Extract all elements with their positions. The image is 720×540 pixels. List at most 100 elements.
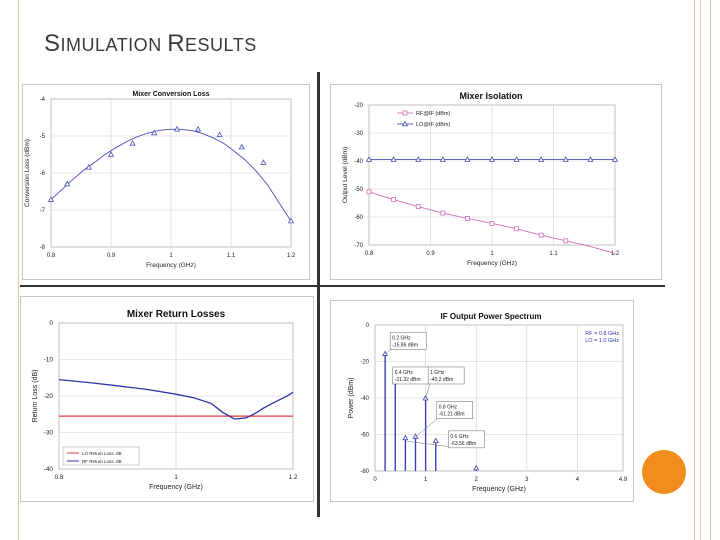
x-tick-label: 0.9	[107, 253, 116, 259]
data-point-triangle	[587, 156, 594, 162]
annotation-box	[389, 332, 427, 350]
data-point-triangle	[439, 156, 446, 162]
y-tick-label: -4	[40, 97, 46, 103]
annotation-freq: 0.6 GHz	[450, 434, 469, 440]
x-tick-label: 0.8	[54, 474, 63, 481]
legend-label: RF@IF (dBm)	[416, 111, 450, 117]
annotation-power: -63.56 dBm	[450, 441, 476, 447]
y-tick-label: -30	[354, 131, 363, 137]
annotation-power: -31.32 dBm	[395, 377, 421, 383]
annotation-box	[427, 366, 465, 385]
y-axis-label: Power (dBm)	[348, 378, 355, 419]
deco-line-right-2	[700, 0, 701, 540]
y-tick-label: -10	[44, 357, 54, 364]
data-point-square	[366, 189, 372, 195]
spectrum-marker	[382, 350, 389, 356]
y-tick-label: -20	[44, 393, 54, 400]
deco-line-right-1	[694, 0, 695, 540]
title-part-1: IMULATION	[60, 35, 168, 55]
legend-box	[62, 446, 140, 466]
slide-accent-circle	[642, 450, 686, 494]
x-tick-label: 0.9	[426, 251, 435, 257]
deco-line-right-3	[710, 0, 711, 540]
annotation-box	[448, 430, 485, 449]
data-point-triangle	[488, 156, 496, 162]
data-point-square	[514, 226, 520, 232]
data-point-triangle	[238, 143, 245, 150]
y-tick-label: -40	[44, 466, 54, 473]
annotation-power: -61.21 dBm	[439, 412, 465, 418]
data-point-triangle	[390, 156, 397, 162]
annotation-leader	[415, 417, 439, 437]
title-part-2: ESULTS	[185, 35, 257, 55]
y-tick-label: -50	[354, 187, 363, 193]
y-tick-label: -60	[360, 433, 369, 439]
data-point-triangle	[173, 125, 181, 132]
spectrum-legend-label: LO = 1.0 GHz	[585, 338, 619, 344]
y-axis-label: Output Level (dBm)	[342, 147, 349, 203]
data-point-triangle	[85, 164, 92, 170]
chart-spectrum-frame: 0 -20 -40 -60 -80 0 1 2 3 4 4.9 IF Output Power Spe…	[330, 300, 634, 502]
annotation-power: -40.2 dBm	[430, 377, 453, 383]
spectrum-marker	[432, 437, 439, 443]
annotation-freq: 0.4 GHz	[395, 370, 414, 376]
annotation-leader	[405, 440, 451, 448]
x-tick-label: 1.2	[287, 253, 296, 259]
y-axis-label: Return Loss (dB)	[32, 370, 39, 423]
data-point-square	[391, 197, 396, 203]
annotation-leader	[425, 382, 431, 399]
y-tick-label: -5	[40, 134, 46, 140]
x-tick-label: 4.9	[619, 477, 628, 483]
data-point-triangle	[64, 180, 71, 187]
y-tick-label: -20	[360, 360, 369, 366]
data-point-square	[489, 221, 495, 226]
x-tick-label: 1.1	[549, 251, 558, 257]
data-point-square	[464, 215, 470, 221]
data-point-triangle	[611, 156, 619, 162]
data-point-triangle	[129, 139, 136, 146]
chart-isolation: -20 -30 -40 -50 -60 -700.8 0.9 1 1.1 1.2 Mixer Iso…	[342, 91, 620, 267]
data-point-square	[538, 232, 544, 238]
data-point-triangle	[260, 159, 267, 165]
slide-title: SIMULATION RESULTS	[44, 30, 257, 58]
data-point-square	[415, 204, 421, 210]
data-point-triangle	[107, 151, 115, 157]
chart-return-losses: 0 -10 -20 -30 -400.8 1 1.2 Mixer Return Losses F…	[32, 309, 298, 491]
x-tick-label: 0	[373, 477, 377, 483]
data-point-triangle	[194, 125, 202, 132]
data-point-triangle	[513, 156, 520, 162]
data-point-triangle	[47, 196, 55, 202]
x-tick-label: 3	[525, 477, 529, 483]
annotation-freq: 0.8 GHz	[439, 405, 458, 411]
spectrum-marker	[473, 464, 480, 471]
legend-label: LO@IF (dBm)	[416, 122, 450, 128]
y-tick-label: -20	[354, 103, 363, 109]
y-tick-label: 0	[366, 323, 370, 329]
x-axis-label: Frequency (GHz)	[146, 262, 196, 269]
y-tick-label: -30	[44, 430, 54, 437]
chart-title: IF Output Power Spectrum	[441, 312, 542, 321]
horizontal-divider	[20, 285, 665, 287]
x-axis-label: Frequency (GHz)	[467, 260, 517, 267]
y-tick-label: -8	[40, 245, 46, 251]
x-tick-label: 1.2	[288, 474, 297, 481]
annotation-box	[436, 401, 473, 419]
data-point-triangle	[216, 131, 223, 138]
y-tick-label: -6	[40, 171, 46, 177]
data-point-triangle	[415, 156, 422, 162]
y-tick-label: -80	[360, 469, 369, 475]
chart-isolation-frame: -20 -30 -40 -50 -60 -70 0.8 0.9 1 1.1 1.2 Mixer Iso…	[330, 84, 662, 280]
y-axis-label: Conversion Loss (dBm)	[24, 139, 31, 207]
chart-title: Mixer Isolation	[459, 91, 522, 101]
chart-conversion-loss-frame: -4 -5 -6 -7 -8 0.8 0.9 1 1.1 1.2 Mixer Conversion …	[22, 84, 310, 280]
x-axis-label: Frequency (GHz)	[472, 486, 526, 493]
x-tick-label: 1	[169, 253, 173, 259]
x-tick-label: 1	[424, 477, 428, 483]
chart-return-losses-frame: 0 -10 -20 -30 -40 0.8 1 1.2 Mixer Return Losses F…	[20, 296, 314, 502]
y-tick-label: -40	[360, 396, 369, 402]
data-point-triangle	[538, 156, 545, 162]
data-point-triangle	[464, 156, 471, 162]
y-tick-label: -40	[354, 159, 363, 165]
data-point-triangle	[365, 156, 373, 162]
chart-title: Mixer Conversion Loss	[132, 91, 209, 98]
